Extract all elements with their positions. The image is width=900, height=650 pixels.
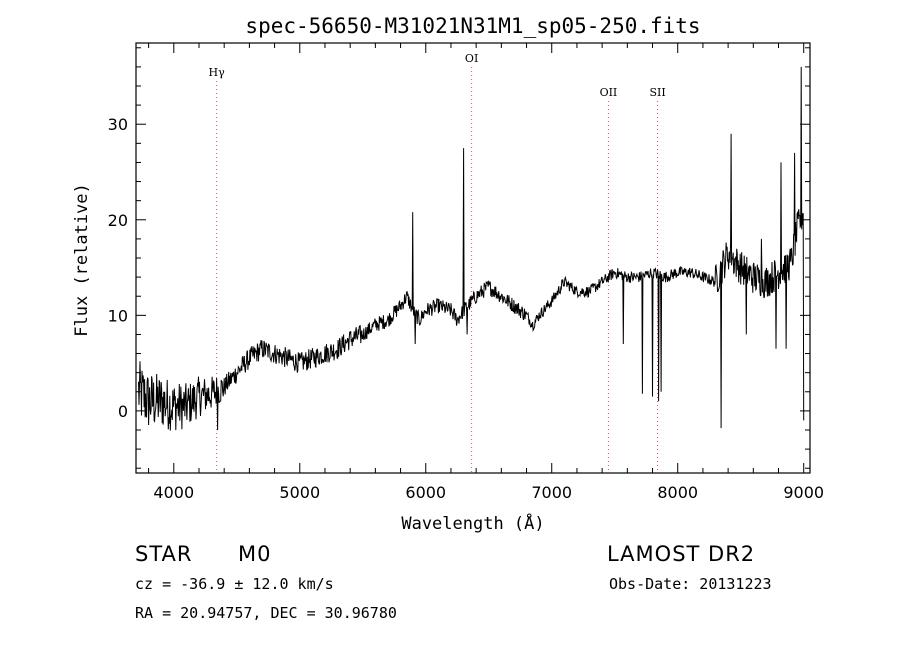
x-axis-title: Wavelength (Å)	[401, 512, 544, 534]
object-class: STAR	[135, 542, 193, 566]
x-tick-label: 6000	[405, 483, 446, 502]
spectral-line-label: SII	[649, 86, 665, 99]
x-tick-label: 4000	[153, 483, 194, 502]
x-tick-label: 5000	[279, 483, 320, 502]
spectral-line-label: Hγ	[209, 66, 226, 79]
coordinates: RA = 20.94757, DEC = 30.96780	[135, 604, 397, 622]
plot-frame	[135, 42, 811, 474]
spectral-line-markers: Hγ OI OII SII	[209, 52, 666, 473]
y-tick-label: 10	[108, 306, 128, 325]
x-tick-label: 7000	[531, 483, 572, 502]
chart-title: spec-56650-M31021N31M1_sp05-250.fits	[245, 14, 700, 38]
obs-date: Obs-Date: 20131223	[609, 575, 772, 593]
y-tick-label: 0	[118, 402, 128, 421]
survey-name: LAMOST DR2	[607, 542, 756, 566]
x-tick-label: 8000	[657, 483, 698, 502]
spectral-line-label: OI	[465, 52, 478, 65]
redshift-cz: cz = -36.9 ± 12.0 km/s	[135, 575, 334, 593]
y-tick-label: 30	[108, 115, 128, 134]
spectrum-line	[138, 66, 805, 431]
y-axis-title: Flux (relative)	[72, 183, 92, 337]
axis-ticks: 4000 5000 6000 7000 8000 9000 0 10 20 30	[108, 43, 824, 502]
object-subclass: M0	[238, 542, 272, 566]
x-tick-label: 9000	[783, 483, 824, 502]
spectral-line-label: OII	[600, 86, 618, 99]
y-tick-label: 20	[108, 211, 128, 230]
